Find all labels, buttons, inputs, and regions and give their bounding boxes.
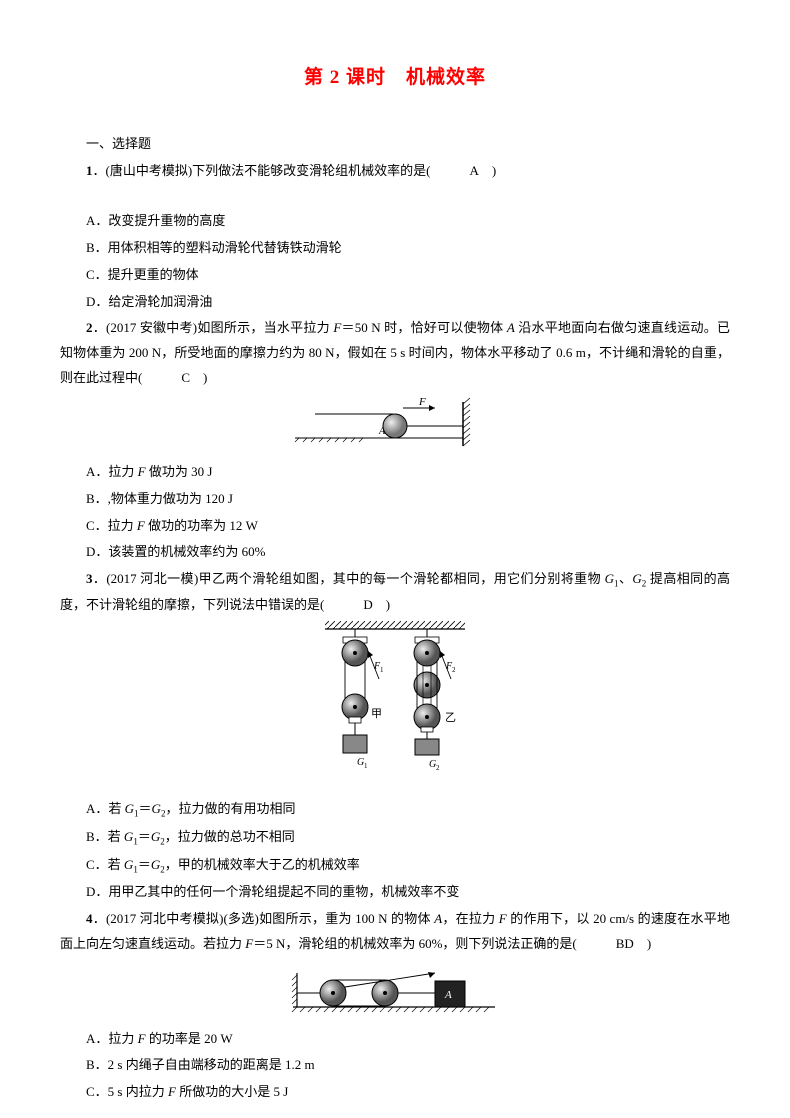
q4-optA: A．拉力 F 的功率是 20 W xyxy=(60,1027,730,1052)
section-heading-1: 一、选择题 xyxy=(60,132,730,157)
q2-optD: D．该装置的机械效率约为 60% xyxy=(60,540,730,565)
q4-stem-mid1: ，在拉力 xyxy=(442,911,499,926)
q2-stem-mid1: ＝50 N 时，恰好可以使物体 xyxy=(341,320,507,335)
q2-stem-pre: ．(2017 安徽中考)如图所示，当水平拉力 xyxy=(93,320,334,335)
page-title: 第 2 课时 机械效率 xyxy=(60,60,730,96)
q1-stem-post: ) xyxy=(479,163,496,178)
svg-text:乙: 乙 xyxy=(445,711,456,724)
q1-stem-pre: ．(唐山中考模拟)下列做法不能够改变滑轮组机械效率的是( xyxy=(93,163,444,178)
q2-answer: C xyxy=(155,366,190,391)
fig1-F-label: F xyxy=(418,396,426,408)
q4-stem-mid3: ＝5 N，滑轮组的机械效率为 60%，则下列说法正确的是( xyxy=(253,936,590,951)
q2-optB: B．,物体重力做功为 120 J xyxy=(60,487,730,512)
svg-text:甲: 甲 xyxy=(371,708,382,720)
q4-stem-pre: ．(2017 河北中考模拟)(多选)如图所示，重为 100 N 的物体 xyxy=(93,911,435,926)
q3-stem-pre: ．(2017 河北一模)甲乙两个滑轮组如图，其中的每一个滑轮都相同，用它们分别将… xyxy=(93,571,605,586)
q2-stem-post: ) xyxy=(190,370,207,385)
q3-optD: D．用甲乙其中的任何一个滑轮组提起不同的重物，机械效率不变 xyxy=(60,880,730,905)
q4-optC: C．5 s 内拉力 F 所做功的大小是 5 J xyxy=(60,1080,730,1105)
q2-figure: F A xyxy=(60,396,730,450)
q3-optA: A．若 G1＝G2，拉力做的有用功相同 xyxy=(60,797,730,823)
q1-optA: A．改变提升重物的高度 xyxy=(60,209,730,234)
q1-optD: D．给定滑轮加润滑油 xyxy=(60,290,730,315)
q1-optB: B．用体积相等的塑料动滑轮代替铸铁动滑轮 xyxy=(60,236,730,261)
fig3-A-label: A xyxy=(444,989,452,1001)
fig1-A-label: A xyxy=(378,426,386,437)
svg-text:1: 1 xyxy=(364,762,368,770)
q3-stem-post: ) xyxy=(373,597,390,612)
q4-answer: BD xyxy=(590,932,634,957)
q3-optC: C．若 G1＝G2，甲的机械效率大于乙的机械效率 xyxy=(60,853,730,879)
q3-answer: D xyxy=(337,593,372,618)
q2-optA: A．拉力 F 做功为 30 J xyxy=(60,460,730,485)
q4-stem: 4．(2017 河北中考模拟)(多选)如图所示，重为 100 N 的物体 A，在… xyxy=(60,907,730,956)
svg-text:1: 1 xyxy=(380,666,384,674)
q4-figure: A xyxy=(60,963,730,1019)
q4-optB: B．2 s 内绳子自由端移动的距离是 1.2 m xyxy=(60,1053,730,1078)
svg-text:2: 2 xyxy=(452,666,456,674)
q1-answer: A xyxy=(444,159,479,184)
q4-stem-post: ) xyxy=(634,936,651,951)
q2-optC: C．拉力 F 做功的功率为 12 W xyxy=(60,514,730,539)
q2-A: A xyxy=(507,320,515,335)
q1-optC: C．提升更重的物体 xyxy=(60,263,730,288)
q3-figure: F 1 G 1 甲 F 2 G 2 乙 xyxy=(60,621,730,771)
svg-text:2: 2 xyxy=(436,764,440,771)
q3-stem: 3．(2017 河北一模)甲乙两个滑轮组如图，其中的每一个滑轮都相同，用它们分别… xyxy=(60,567,730,617)
q3-optB: B．若 G1＝G2，拉力做的总功不相同 xyxy=(60,825,730,851)
q2-stem: 2．(2017 安徽中考)如图所示，当水平拉力 F＝50 N 时，恰好可以使物体… xyxy=(60,316,730,390)
q1-stem: 1．(唐山中考模拟)下列做法不能够改变滑轮组机械效率的是( A ) xyxy=(60,159,730,184)
